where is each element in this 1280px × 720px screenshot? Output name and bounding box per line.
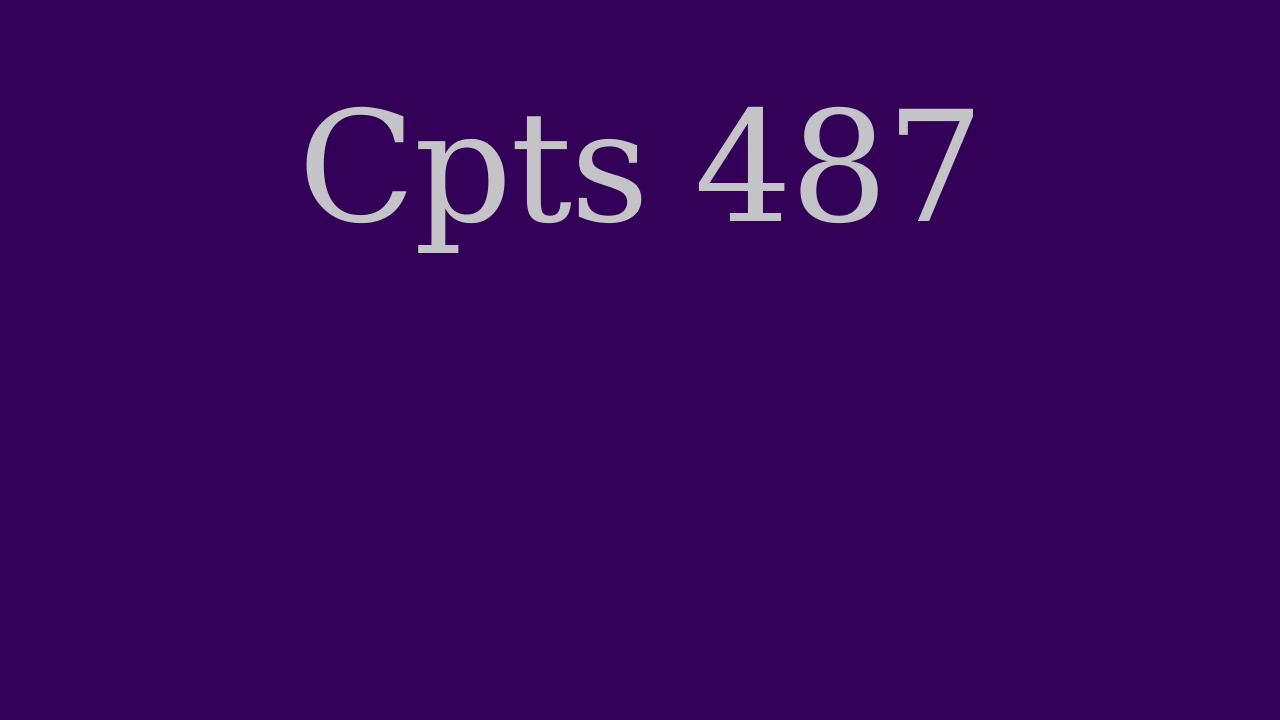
slide-title: Cpts 487: [297, 79, 984, 258]
